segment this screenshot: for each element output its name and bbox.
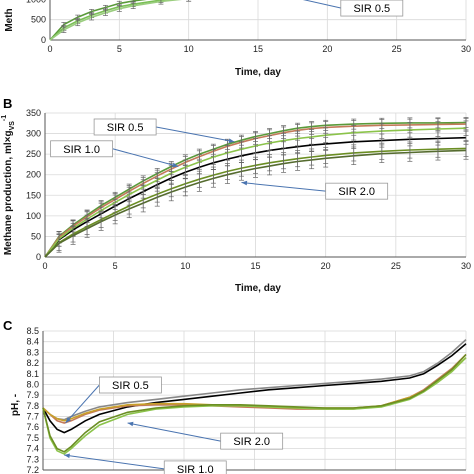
panel-c: 7.27.37.47.57.67.77.87.98.08.18.28.38.48… [3, 318, 467, 474]
y-tick-label: 0 [41, 35, 46, 45]
callout-box [340, 0, 404, 17]
callout-arrow [65, 384, 100, 424]
y-tick-label: 8.2 [26, 358, 39, 368]
y-axis-label-sub: VS [9, 121, 16, 131]
callout-arrowhead [64, 453, 70, 459]
callout-box [50, 140, 114, 158]
callout-arrowhead [241, 180, 248, 186]
x-tick-label: 5 [117, 44, 122, 54]
y-axis-label-main: pH, - [10, 394, 21, 416]
callout-arrow [241, 182, 326, 192]
y-tick-label: 7.8 [26, 401, 39, 411]
y-axis-label-main: Meth [4, 8, 15, 31]
y-tick-label: 50 [31, 231, 41, 241]
y-tick-label: 100 [26, 211, 41, 221]
callout-label: SIR 1.0 [63, 144, 100, 156]
y-tick-label: 350 [26, 108, 41, 118]
callout-label: SIR 0.5 [353, 3, 390, 15]
y-tick-label: 200 [26, 170, 41, 180]
series-line [44, 127, 467, 258]
callout-label: SIR 0.5 [112, 380, 149, 392]
series-line [44, 121, 467, 258]
callout-arrow [64, 454, 165, 470]
x-tick-label: 5 [113, 261, 118, 271]
y-tick-label: 8.4 [26, 337, 39, 347]
panel-a: 0 5 10 15 20 25 30 0 500 1000 SIR 0.5 Time, day Meth [4, 0, 471, 78]
series-line [42, 343, 467, 434]
x-tick-label: 20 [322, 44, 332, 54]
callout-box [220, 432, 284, 450]
callout-arrowhead [172, 162, 179, 168]
y-tick-label: 7.9 [26, 390, 39, 400]
y-tick-label: 150 [26, 190, 41, 200]
x-tick-label: 15 [253, 44, 263, 54]
y-tick-label: 1000 [26, 0, 46, 4]
callout-arrowhead [228, 138, 235, 144]
y-tick-label: 7.2 [26, 465, 39, 474]
y-tick-label: 8.3 [26, 347, 39, 357]
callout-box [163, 460, 227, 474]
x-tick-label: 20 [321, 261, 331, 271]
y-axis-label-sup: -1 [1, 115, 8, 121]
y-axis-label: Methane production, ml×gVS-1 [1, 115, 16, 255]
series-line [44, 147, 467, 258]
y-tick-label: 8.5 [26, 326, 39, 336]
panel-label: B [3, 96, 12, 111]
y-tick-label: 250 [26, 149, 41, 159]
callout-label: SIR 0.5 [107, 122, 144, 134]
series-line [42, 357, 467, 455]
x-tick-label: 25 [391, 261, 401, 271]
series-line [42, 353, 467, 453]
callout-box [99, 376, 162, 394]
y-tick-label: 300 [26, 129, 41, 139]
callout-arrowhead [65, 417, 71, 423]
callout-arrowhead [127, 421, 134, 427]
y-tick-label: 8.1 [26, 369, 39, 379]
x-tick-label: 10 [180, 261, 190, 271]
x-tick-label: 30 [461, 261, 471, 271]
series-line [44, 123, 467, 258]
x-tick-label: 25 [392, 44, 402, 54]
panel-body: 0 5 10 15 20 25 30 0 500 1000 SIR 0.5 [26, 0, 471, 54]
y-tick-label: 7.6 [26, 422, 39, 432]
y-axis-label: pH, - [10, 394, 21, 416]
y-axis-label: Meth [4, 8, 15, 31]
x-tick-label: 30 [461, 44, 471, 54]
y-axis-label-main: Methane production, ml×g [3, 130, 14, 255]
callout-arrow [127, 422, 221, 442]
y-tick-label: 7.7 [26, 412, 39, 422]
y-tick-label: 7.4 [26, 444, 39, 454]
x-axis-label: Time, day [235, 67, 281, 78]
y-tick-label: 500 [31, 15, 46, 25]
callout-arrow [112, 148, 179, 167]
panel-body: 7.27.37.47.57.67.77.87.98.08.18.28.38.48… [26, 326, 467, 474]
y-tick-label: 7.3 [26, 454, 39, 464]
panel-label: C [3, 318, 13, 333]
x-tick-label: 10 [184, 44, 194, 54]
callout-arrow [156, 126, 235, 143]
callout-box [93, 118, 157, 136]
x-tick-label: 0 [42, 261, 47, 271]
x-tick-label: 0 [47, 44, 52, 54]
callout-box [325, 182, 389, 200]
series-line [44, 149, 467, 258]
callout-label: SIR 2.0 [233, 436, 270, 448]
callout-arrow [302, 0, 341, 9]
callout-label: SIR 2.0 [338, 186, 375, 198]
x-tick-label: 15 [250, 261, 260, 271]
y-tick-label: 0 [36, 252, 41, 262]
callout-label: SIR 1.0 [177, 464, 214, 474]
y-tick-label: 8.0 [26, 379, 39, 389]
x-axis-label: Time, day [235, 283, 281, 294]
y-tick-label: 7.5 [26, 433, 39, 443]
